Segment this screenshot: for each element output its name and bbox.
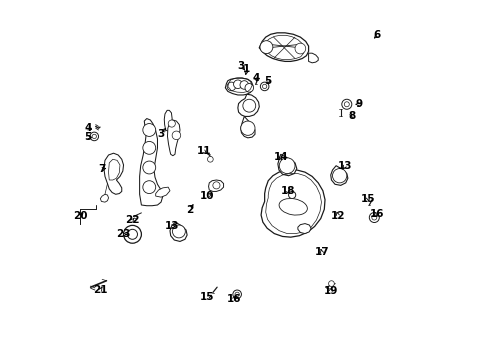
Circle shape [207,157,213,162]
Text: 4: 4 [84,123,92,133]
Circle shape [263,84,267,89]
Circle shape [127,229,138,239]
Text: 19: 19 [323,286,338,296]
Polygon shape [156,187,170,197]
Polygon shape [225,78,253,95]
Circle shape [344,102,349,107]
Circle shape [369,212,379,222]
Circle shape [123,225,142,243]
Text: 5: 5 [84,132,92,142]
Text: 23: 23 [116,229,131,239]
Circle shape [172,225,185,238]
Circle shape [329,281,334,287]
Text: 10: 10 [200,191,215,201]
Circle shape [241,121,255,135]
Circle shape [279,158,295,174]
Text: 20: 20 [73,211,87,221]
Ellipse shape [279,198,307,215]
Circle shape [260,82,269,91]
Text: 7: 7 [98,164,106,174]
Circle shape [213,182,220,189]
Circle shape [245,84,253,92]
Text: 1: 1 [243,64,250,74]
Circle shape [143,181,156,194]
Text: 21: 21 [93,285,108,295]
Text: 9: 9 [356,99,363,109]
Circle shape [295,43,306,54]
Circle shape [233,290,242,298]
Text: 6: 6 [373,30,381,40]
Text: 13: 13 [165,221,179,231]
Polygon shape [298,224,311,234]
Circle shape [143,123,156,136]
Circle shape [372,215,377,220]
Polygon shape [168,120,180,156]
Circle shape [92,134,97,139]
Text: 3: 3 [157,129,165,139]
Polygon shape [164,111,172,131]
Circle shape [342,99,352,109]
Text: 2: 2 [186,205,193,215]
Text: 4: 4 [252,73,259,83]
Text: 15: 15 [200,292,215,302]
Circle shape [143,161,156,174]
Polygon shape [140,118,163,206]
Circle shape [168,120,175,127]
Polygon shape [209,180,223,192]
Circle shape [240,81,248,89]
Text: 8: 8 [348,111,356,121]
Circle shape [234,80,242,89]
Text: 15: 15 [361,194,375,203]
Circle shape [143,141,156,154]
Polygon shape [241,116,255,138]
Circle shape [333,168,347,183]
Text: 13: 13 [338,161,352,171]
Polygon shape [261,170,325,237]
Polygon shape [170,222,187,242]
Circle shape [260,41,273,54]
Text: 16: 16 [227,294,242,303]
Text: 3: 3 [238,61,245,71]
Circle shape [235,292,239,296]
Text: 16: 16 [370,209,385,219]
Text: 17: 17 [315,247,329,257]
Text: 22: 22 [125,215,140,225]
Circle shape [289,192,296,199]
Polygon shape [104,153,123,194]
Text: 5: 5 [265,76,272,86]
Text: 18: 18 [281,186,295,197]
Polygon shape [309,53,318,63]
Circle shape [243,99,256,112]
Text: 12: 12 [331,211,345,221]
Polygon shape [100,194,109,202]
Circle shape [227,82,236,91]
Polygon shape [278,154,297,176]
Polygon shape [259,33,309,62]
Circle shape [172,131,181,140]
Text: 11: 11 [196,147,211,157]
Polygon shape [331,166,348,185]
Circle shape [90,132,98,141]
Text: 14: 14 [273,152,288,162]
Polygon shape [238,94,259,116]
Polygon shape [109,159,120,180]
